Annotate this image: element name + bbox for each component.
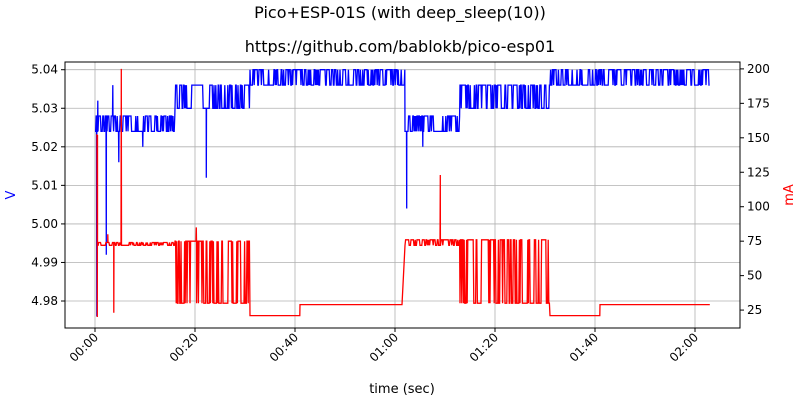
left-y-tick-label: 5.03 (31, 101, 58, 115)
plot-frame (64, 61, 741, 329)
current-series-line (96, 68, 710, 318)
left-y-tick-label: 4.98 (31, 294, 58, 308)
left-y-tick-label: 5.01 (31, 178, 58, 192)
x-axis-label: time (sec) (369, 382, 435, 397)
voltage-series-line (94, 69, 710, 317)
right-y-tick-label: 50 (747, 269, 762, 283)
right-y-tick-label: 150 (747, 131, 770, 145)
x-tick-label: 00:00 (67, 330, 101, 364)
x-tick-label: 00:20 (167, 330, 201, 364)
chart-subtitle: https://github.com/bablokb/pico-esp01 (245, 37, 555, 56)
left-y-tick-label: 5.00 (31, 217, 58, 231)
x-tick-label: 00:40 (267, 330, 301, 364)
left-y-tick-label: 5.02 (31, 140, 58, 154)
right-axis-label: mA (782, 184, 797, 206)
right-y-tick-label: 175 (747, 96, 770, 110)
right-y-tick-label: 75 (747, 234, 762, 248)
left-axis-label: V (4, 190, 19, 199)
left-y-tick-label: 4.99 (31, 255, 58, 269)
x-tick-label: 01:20 (467, 330, 501, 364)
left-y-tick-label: 5.04 (31, 63, 58, 77)
axes: 00:00 00:20 00:40 01:00 01:20 01:40 02:00 4.98 4… (31, 62, 770, 365)
x-tick-label: 01:00 (367, 330, 401, 364)
right-y-tick-label: 125 (747, 165, 770, 179)
x-tick-label: 02:00 (667, 330, 701, 364)
series-layer (94, 68, 710, 318)
right-y-tick-label: 200 (747, 62, 770, 76)
x-tick-label: 01:40 (567, 330, 601, 364)
right-y-tick-label: 25 (747, 303, 762, 317)
chart-title: Pico+ESP-01S (with deep_sleep(10)) (254, 3, 546, 23)
right-y-tick-label: 100 (747, 200, 770, 214)
